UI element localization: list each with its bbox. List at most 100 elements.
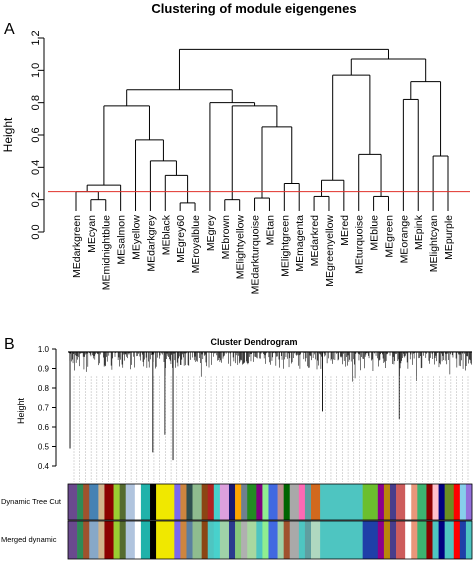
color-row-block xyxy=(228,484,236,520)
color-row-block xyxy=(438,521,445,559)
panel-b-y-tick-label: 0.6 xyxy=(38,423,50,432)
color-row-block xyxy=(89,484,99,520)
panel-b-y-tick-label: 0.4 xyxy=(38,462,50,471)
color-row-block xyxy=(134,521,142,559)
color-row-block xyxy=(174,521,181,559)
color-row-label-merged: Merged dynamic xyxy=(1,535,57,544)
color-row-block xyxy=(298,484,306,520)
leaf-label-orange: MEorange xyxy=(398,215,410,264)
color-row-block xyxy=(125,521,136,559)
color-row-block xyxy=(289,484,300,520)
color-row-block xyxy=(383,484,391,520)
panel-a-y-tick-label: 0.6 xyxy=(30,127,42,142)
panel-b-y-tick-label: 0.7 xyxy=(38,404,50,413)
panel-b-letter: B xyxy=(4,336,15,353)
panel-a-y-tick-label: 0.0 xyxy=(30,224,42,239)
panel-a-title: Clustering of module eigengenes xyxy=(151,1,356,16)
color-row-block xyxy=(444,521,455,559)
leaf-label-greenyellow: MEgreenyellow xyxy=(324,215,336,287)
color-row-block xyxy=(432,484,439,520)
color-row-block xyxy=(459,521,467,559)
leaf-label-tan: MEtan xyxy=(264,215,276,246)
color-row-block xyxy=(174,484,181,520)
leaf-label-turquoise: MEturquoise xyxy=(354,215,366,274)
color-row-block xyxy=(68,484,78,520)
color-row-block xyxy=(192,484,202,520)
leaf-label-lightcyan: MElightcyan xyxy=(428,215,440,272)
panel-b-y-tick-label: 0.8 xyxy=(38,384,50,393)
leaf-label-lightyellow: MElightyellow xyxy=(235,215,247,280)
color-row-block xyxy=(156,521,175,559)
color-row-block xyxy=(235,484,242,520)
color-row-block xyxy=(186,484,193,520)
color-row-label-dynamic: Dynamic Tree Cut xyxy=(1,497,62,506)
color-row-block xyxy=(377,521,385,559)
color-row-block xyxy=(268,521,278,559)
color-row-block xyxy=(83,521,90,559)
leaf-label-brown: MEbrown xyxy=(220,215,232,260)
panel-b-plot: 0.4 0.5 0.6 0.7 0.8 0.9 1.0 xyxy=(38,345,473,560)
color-row-block xyxy=(89,521,99,559)
color-row-block xyxy=(411,484,418,520)
color-row-block xyxy=(438,484,445,520)
color-row-block xyxy=(150,521,157,559)
color-row-block xyxy=(119,484,127,520)
color-row-block xyxy=(453,521,461,559)
color-row-block xyxy=(98,521,105,559)
color-row-block xyxy=(389,521,397,559)
color-row-block xyxy=(396,484,406,520)
color-row-block xyxy=(201,521,209,559)
color-row-block xyxy=(219,484,230,520)
color-row-block xyxy=(192,521,202,559)
color-row-block xyxy=(241,484,248,520)
color-row-block xyxy=(459,484,467,520)
panel-b-ylabel: Height xyxy=(16,397,26,424)
leaf-label-darkturquoise: MEdarkturquoise xyxy=(250,215,262,295)
color-row-block xyxy=(201,484,209,520)
leaf-label-salmon: MEsalmon xyxy=(116,215,128,265)
color-row-block xyxy=(235,521,242,559)
panel-b-title: Cluster Dendrogram xyxy=(210,337,297,347)
color-row-block xyxy=(277,521,284,559)
leaf-label-blue: MEblue xyxy=(369,215,381,251)
color-row-block xyxy=(405,484,412,520)
color-row-block xyxy=(304,521,312,559)
color-row-block xyxy=(389,484,397,520)
leaf-label-midnightblue: MEmidnightblue xyxy=(101,215,113,290)
color-row-block xyxy=(377,484,385,520)
color-row-frame xyxy=(67,483,473,521)
color-row-block xyxy=(134,484,142,520)
color-row-block xyxy=(262,521,269,559)
color-row-block xyxy=(465,484,473,520)
color-row-block xyxy=(180,521,187,559)
panel-a-ylabel: Height xyxy=(1,117,15,152)
color-row-block xyxy=(125,484,136,520)
leaf-label-royalblue: MEroyalblue xyxy=(190,215,202,274)
color-row-block xyxy=(113,521,120,559)
color-row-block xyxy=(426,484,433,520)
panel-b-y-tick-label: 0.5 xyxy=(38,443,50,452)
leaf-label-grey: MEgrey xyxy=(205,214,217,251)
color-row-block xyxy=(247,521,257,559)
color-row-block xyxy=(83,484,90,520)
color-row-block xyxy=(444,484,455,520)
panel-b-y-tick-label: 0.9 xyxy=(38,365,50,374)
panel-a-y-tick-label: 1.2 xyxy=(30,30,42,45)
panel-a-y-tick-label: 0.8 xyxy=(30,95,42,110)
panel-a-letter: A xyxy=(4,21,15,38)
leaf-label-magenta: MEmagenta xyxy=(294,215,306,272)
color-row-block xyxy=(289,521,300,559)
leaf-label-black: MEblack xyxy=(160,214,172,255)
color-row-block xyxy=(320,484,363,520)
color-row-block xyxy=(311,484,321,520)
panel-a-y-tick-label: 0.4 xyxy=(30,160,42,175)
color-row-block xyxy=(156,484,175,520)
color-row-block xyxy=(268,484,278,520)
color-row-block xyxy=(219,521,230,559)
leaf-label-purple: MEpurple xyxy=(443,215,455,260)
color-row-block xyxy=(113,484,120,520)
color-row-block xyxy=(417,484,427,520)
color-row-block xyxy=(77,484,84,520)
color-row-block xyxy=(362,484,379,520)
